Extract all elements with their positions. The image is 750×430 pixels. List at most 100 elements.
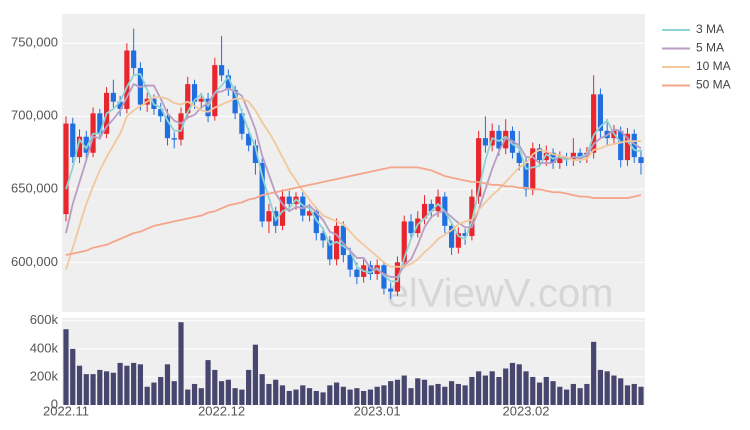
ma-line <box>65 72 642 283</box>
volume-bar <box>131 362 137 405</box>
y-tick-label: 200k <box>30 368 59 383</box>
volume-bar <box>178 322 184 405</box>
volume-bar <box>435 383 441 405</box>
volume-bar <box>591 341 597 405</box>
volume-bar <box>509 362 516 405</box>
candle-body <box>286 196 292 204</box>
candle-body <box>557 157 563 163</box>
volume-bar <box>246 369 252 405</box>
candle-body <box>421 203 428 219</box>
candle-body <box>448 225 455 248</box>
legend-label: 5 MA <box>696 41 724 55</box>
candle-body <box>164 116 171 139</box>
candle-body <box>367 265 374 275</box>
candle-body <box>63 123 69 215</box>
volume-bar <box>151 382 157 405</box>
candle-body <box>117 101 123 109</box>
volume-bar <box>205 360 211 405</box>
volume-bar <box>394 379 401 405</box>
y-tick-label: 400k <box>30 340 59 355</box>
volume-bar <box>198 388 204 405</box>
y-tick-label: 750,000 <box>11 35 58 50</box>
volume-bar <box>496 376 502 405</box>
volume-bar <box>124 365 130 405</box>
candle-body <box>428 203 434 212</box>
volume-bar <box>103 371 110 405</box>
x-tick-label: 2023.02 <box>503 403 550 418</box>
volume-bar <box>401 375 407 405</box>
volume-bar <box>455 383 461 405</box>
candle-body <box>543 152 549 161</box>
candle-body <box>185 84 191 114</box>
volume-bar <box>218 381 225 405</box>
ma-line <box>65 96 641 270</box>
legend-label: 50 MA <box>696 78 731 92</box>
volume-bar <box>476 371 482 405</box>
volume-bar <box>164 364 171 405</box>
candle-body <box>327 240 333 260</box>
candle-body <box>198 98 204 102</box>
legend-label: 10 MA <box>696 59 731 73</box>
volume-bar <box>320 392 326 405</box>
volume-bar <box>286 390 292 405</box>
volume-bar <box>171 381 177 405</box>
volume-bar <box>313 390 319 405</box>
candle-body <box>252 145 259 163</box>
y-tick-label: 0 <box>51 396 58 411</box>
candle-body <box>97 113 103 134</box>
volume-bar <box>252 344 259 405</box>
volume-bar <box>347 389 353 405</box>
volume-bar <box>239 389 245 405</box>
volume-bar <box>354 388 360 405</box>
candle-body <box>388 288 394 292</box>
volume-bar <box>97 369 103 405</box>
volume-bar <box>273 379 279 405</box>
volume-bar <box>76 365 83 405</box>
candle-body <box>638 157 644 163</box>
candle-body <box>530 148 536 190</box>
volume-bar <box>543 376 549 405</box>
x-tick-label: 2022.12 <box>198 403 245 418</box>
candle-body <box>239 113 245 134</box>
volume-bar <box>361 390 367 405</box>
volume-bar <box>530 376 536 405</box>
volume-bar <box>300 385 306 405</box>
candle-body <box>624 133 631 161</box>
volume-bar <box>137 364 144 405</box>
volume-bar <box>83 374 89 405</box>
volume-bar <box>90 374 96 405</box>
volume-bar <box>367 389 374 405</box>
candle-body <box>212 65 218 117</box>
candle-body <box>482 138 489 146</box>
volume-bar <box>185 389 191 405</box>
volume-bar <box>523 371 529 405</box>
candle-body <box>401 221 407 263</box>
candle-body <box>178 113 184 140</box>
volume-bar <box>536 382 543 405</box>
candle-body <box>496 130 502 149</box>
volume-bar <box>584 383 590 405</box>
volume-bar <box>144 386 150 405</box>
y-tick-label: 600k <box>30 312 59 327</box>
legend-label: 3 MA <box>696 22 724 36</box>
y-tick-label: 650,000 <box>11 181 58 196</box>
candle-body <box>340 225 346 256</box>
volume-bar <box>63 329 69 405</box>
ma-line <box>65 82 642 278</box>
volume-bar <box>638 386 644 405</box>
volume-bar <box>421 379 428 405</box>
candle-body <box>523 163 529 190</box>
volume-bar <box>611 375 617 405</box>
volume-bar <box>631 383 637 405</box>
volume-bar <box>624 385 631 405</box>
volume-bar <box>597 369 604 405</box>
candle-body <box>597 94 604 131</box>
candle-body <box>259 163 265 222</box>
volume-bar <box>232 388 238 405</box>
volume-bar <box>117 362 123 405</box>
volume-bar <box>191 383 198 405</box>
volume-bar <box>374 386 380 405</box>
volume-bar <box>266 383 272 405</box>
candle-body <box>76 136 83 158</box>
